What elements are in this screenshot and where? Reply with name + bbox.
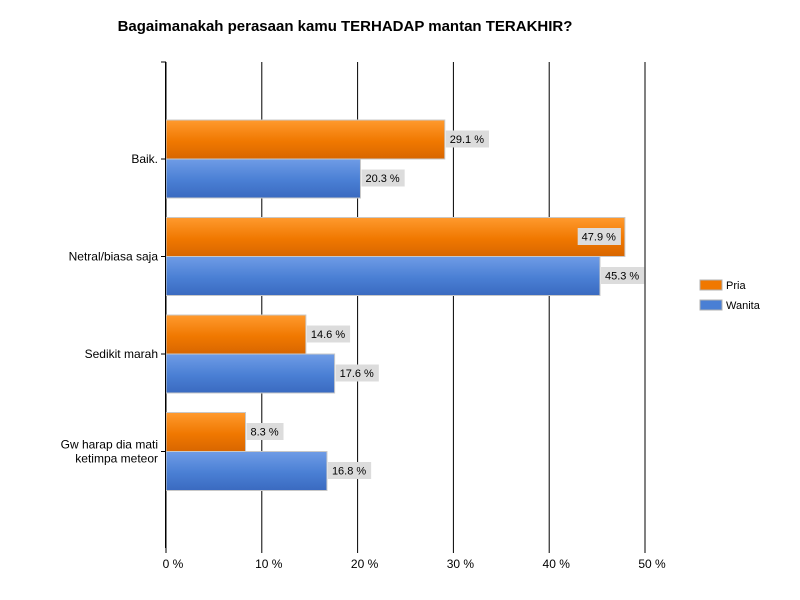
data-label: 17.6 % [335,364,379,382]
bar-wanita-2 [165,353,336,394]
data-label: 16.8 % [327,462,372,479]
data-label: 14.6 % [306,325,351,343]
legend-swatch [699,279,723,291]
legend-entry-pria: Pria [699,279,746,292]
data-label-bg [577,228,621,245]
legend-label: Wanita [726,300,761,312]
data-label-bg [361,169,405,187]
legend-entry-wanita: Wanita [699,299,761,312]
data-label-bg [600,267,645,284]
data-label: 47.9 % [577,228,621,245]
chart-title: Bagaimanakah perasaan kamu TERHADAP mant… [117,18,573,35]
data-label-bg [327,462,372,479]
category-label: Netral/biasa saja [69,250,159,264]
data-label-text: 17.6 % [340,368,374,380]
bar-pria-2 [165,314,307,355]
data-label: 8.3 % [246,423,284,440]
data-label: 20.3 % [361,169,405,187]
x-tick-label: 30 % [447,557,475,571]
data-label-text: 20.3 % [365,173,399,185]
category-label: Gw harap dia mati ketimpa meteor [61,438,158,466]
data-label-text: 8.3 % [251,427,279,439]
x-tick-label: 50 % [638,557,666,571]
legend-label: Pria [726,280,746,292]
data-label-text: 29.1 % [450,134,484,146]
data-label-text: 45.3 % [605,271,639,283]
data-label-bg [335,364,379,382]
data-label: 29.1 % [445,130,489,148]
data-label-bg [445,130,489,148]
bar-pria-3 [165,412,247,452]
x-tick-label: 0 % [163,557,184,571]
data-label-text: 14.6 % [311,329,345,341]
bar-wanita-1 [165,256,601,296]
data-label: 45.3 % [600,267,645,284]
data-label-bg [246,423,284,440]
bar-pria-0 [165,119,446,160]
x-tick-label: 20 % [351,557,379,571]
category-label: Baik. [131,152,158,166]
x-tick-label: 10 % [255,557,283,571]
data-label-bg [306,325,351,343]
category-label: Sedikit marah [85,347,158,361]
x-tick-label: 40 % [543,557,571,571]
data-label-text: 47.9 % [582,232,616,244]
legend-swatch [699,299,723,311]
bar-wanita-3 [165,451,328,491]
bar-pria-1 [165,217,626,257]
data-label-text: 16.8 % [332,466,366,478]
bar-wanita-0 [165,158,361,199]
